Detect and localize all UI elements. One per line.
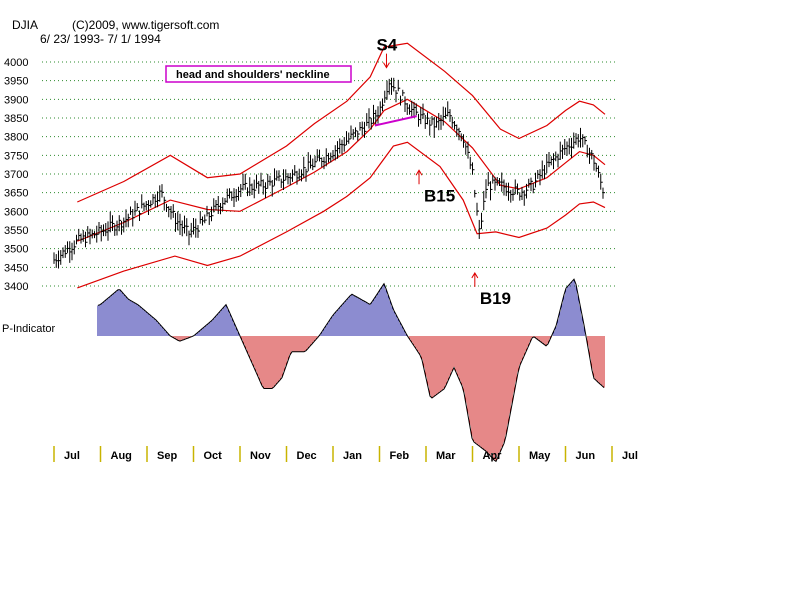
y-tick-label: 3700 — [4, 169, 28, 181]
y-tick-label: 3800 — [4, 132, 28, 144]
month-label: Dec — [297, 450, 317, 462]
upper-band-line — [77, 42, 606, 203]
month-label: Jan — [343, 450, 362, 462]
mid-band-line — [77, 98, 606, 242]
copyright-label: (C)2009, www.tigersoft.com — [72, 18, 220, 32]
month-label: Feb — [390, 450, 410, 462]
month-label: Apr — [483, 450, 503, 462]
y-tick-label: 3500 — [4, 244, 28, 256]
neckline-annotation-box — [165, 65, 352, 83]
y-tick-label: 4000 — [4, 57, 28, 69]
month-label: Jul — [622, 450, 638, 462]
ticker-label: DJIA — [12, 18, 39, 32]
p-indicator-bars — [97, 278, 605, 463]
y-tick-label: 3850 — [4, 113, 28, 125]
ohlc-bars — [53, 77, 605, 269]
y-tick-label: 3550 — [4, 225, 28, 237]
p-indicator-label: P-Indicator — [2, 323, 56, 335]
month-label: Mar — [436, 450, 456, 462]
y-tick-label: 3750 — [4, 150, 28, 162]
price-axis-labels: 3400 3450 3500 3550 3600 3650 3700 3750 3800 3850… — [4, 57, 28, 293]
lower-band-line — [77, 141, 606, 289]
p-indicator-outline — [97, 278, 605, 463]
signal-label: S4 — [376, 36, 397, 55]
signal-arrow-up — [471, 271, 479, 287]
y-tick-label: 3650 — [4, 188, 28, 200]
month-label: Nov — [250, 450, 272, 462]
neckline-line — [374, 115, 417, 127]
y-tick-label: 3900 — [4, 94, 28, 106]
month-label: Jun — [576, 450, 596, 462]
y-tick-label: 3450 — [4, 262, 28, 274]
neckline-annotation: head and shoulders' neckline — [176, 69, 330, 81]
y-tick-label: 3600 — [4, 206, 28, 218]
band-lines — [77, 42, 606, 289]
y-tick-label: 3400 — [4, 281, 28, 293]
signal-markers: S4 B15 B19 — [376, 36, 511, 308]
month-label: Aug — [111, 450, 132, 462]
signal-label: B19 — [480, 289, 511, 308]
month-label: Jul — [64, 450, 80, 462]
signal-label: B15 — [424, 186, 455, 205]
month-axis: Jul Aug Sep Oct Nov Dec Jan Feb Mar Apr May Jun Jul — [53, 446, 638, 462]
price-grid — [42, 61, 618, 287]
y-tick-label: 3950 — [4, 76, 28, 88]
month-label: Sep — [157, 450, 177, 462]
signal-arrow-up — [415, 169, 423, 185]
signal-arrow-down — [383, 53, 390, 69]
month-label: May — [529, 450, 551, 462]
month-label: Oct — [204, 450, 223, 462]
neckline-group — [374, 115, 417, 127]
date-range-label: 6/ 23/ 1993- 7/ 1/ 1994 — [40, 32, 161, 46]
